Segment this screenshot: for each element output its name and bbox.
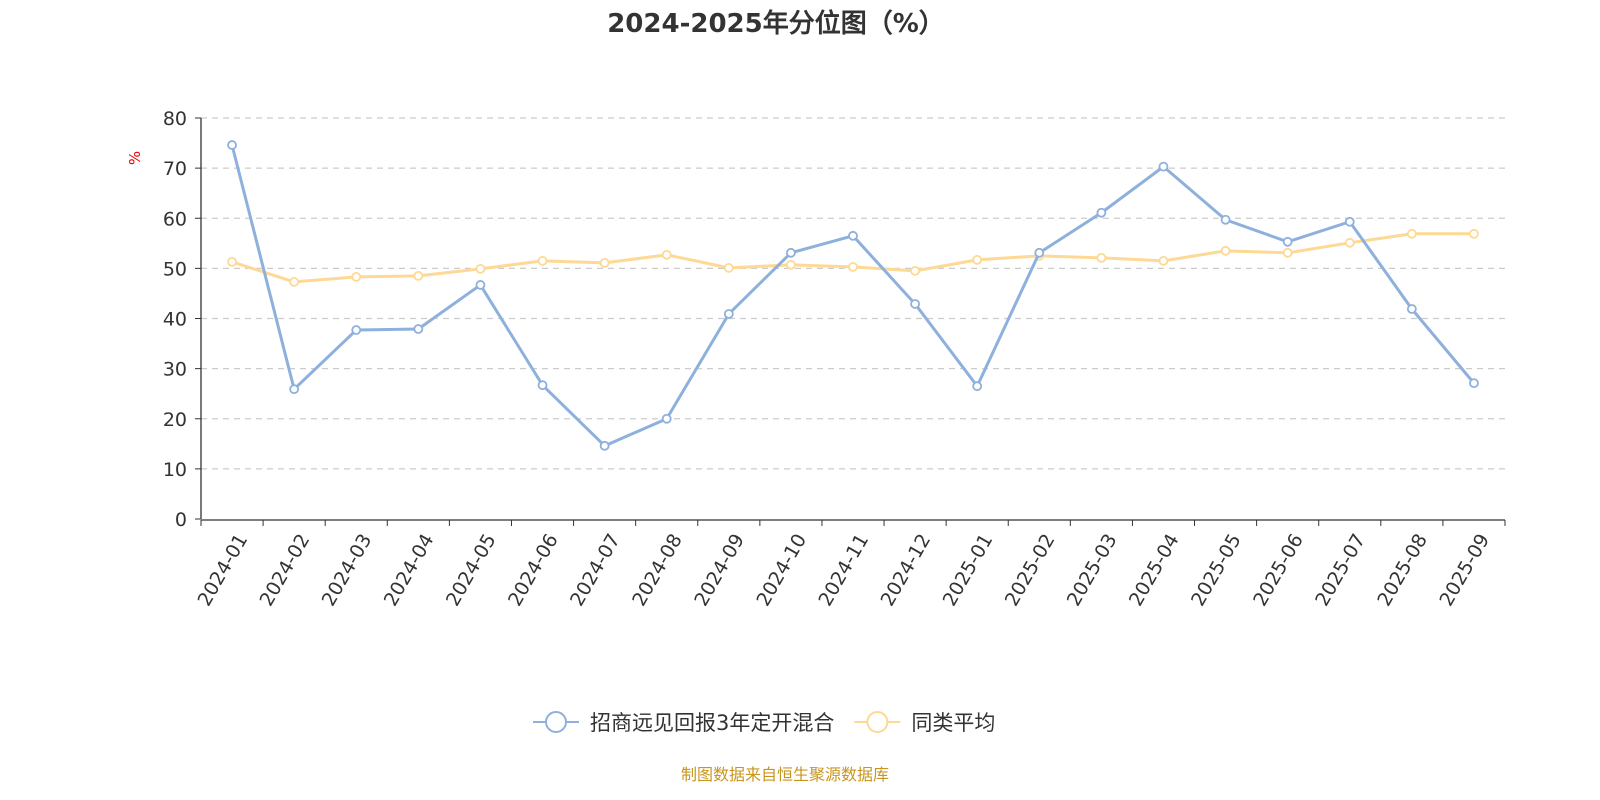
data-point: [351, 325, 362, 335]
data-point: [723, 309, 734, 319]
data-source-note: 制图数据来自恒生聚源数据库: [681, 765, 889, 784]
x-tick-label: 2024-06: [504, 530, 563, 610]
x-tick-label: 2024-01: [194, 530, 253, 610]
data-point: [786, 259, 796, 270]
data-point: [1344, 237, 1355, 248]
data-point: [475, 263, 486, 274]
x-tick-label: 2024-05: [442, 530, 501, 610]
data-point: [1282, 236, 1293, 247]
series-line: [230, 144, 1476, 448]
x-tick-label: 2024-03: [318, 530, 377, 610]
x-tick-label: 2025-05: [1187, 530, 1246, 610]
data-point: [972, 381, 983, 392]
data-point: [1344, 216, 1355, 227]
data-point: [848, 230, 858, 241]
data-point: [786, 247, 796, 258]
y-tick-label: 10: [163, 459, 187, 481]
data-point: [1282, 247, 1293, 258]
legend-label: 招商远见回报3年定开混合: [590, 711, 834, 735]
y-tick-label: 50: [163, 258, 187, 280]
data-point: [413, 324, 424, 334]
x-tick-label: 2025-09: [1435, 530, 1494, 610]
x-tick-label: 2024-09: [690, 530, 749, 610]
x-tick-label: 2025-03: [1063, 530, 1122, 610]
data-point: [1469, 378, 1479, 389]
x-tick-label: 2024-11: [814, 530, 873, 610]
x-tick-label: 2024-07: [566, 530, 625, 610]
data-point: [1158, 161, 1169, 172]
data-point: [413, 270, 424, 281]
x-tick-label: 2024-08: [628, 530, 687, 610]
x-tick-label: 2024-02: [256, 530, 315, 610]
y-tick-label: 0: [175, 509, 187, 531]
data-point: [537, 380, 548, 391]
data-point: [910, 265, 920, 276]
chart-title: 2024-2025年分位图（%）: [607, 8, 945, 39]
data-point: [1034, 247, 1045, 258]
x-tick-label: 2025-04: [1125, 530, 1184, 610]
data-point: [661, 249, 672, 260]
data-point: [1469, 228, 1479, 239]
data-point: [475, 280, 486, 290]
data-point: [972, 254, 983, 265]
data-point: [661, 413, 672, 424]
x-tick-label: 2024-12: [877, 530, 936, 610]
data-point: [1406, 304, 1417, 314]
data-point: [1220, 245, 1231, 256]
y-axis-unit-label: %: [126, 151, 144, 165]
y-tick-label: 40: [163, 309, 187, 331]
data-point: [1096, 252, 1107, 263]
data-point: [289, 277, 300, 287]
data-point: [848, 261, 858, 272]
y-tick-label: 60: [163, 208, 187, 230]
data-point: [1220, 214, 1231, 225]
legend-label: 同类平均: [911, 711, 995, 735]
data-point: [1406, 228, 1417, 239]
data-point: [537, 255, 548, 266]
data-point: [723, 262, 734, 273]
y-tick-label: 20: [163, 409, 187, 431]
data-point: [1096, 207, 1107, 218]
data-point: [1158, 255, 1169, 266]
data-point: [227, 140, 237, 150]
x-tick-label: 2024-10: [752, 530, 811, 610]
data-point: [227, 256, 237, 267]
x-tick-label: 2025-02: [1001, 530, 1060, 610]
data-point: [599, 257, 610, 268]
x-tick-label: 2025-06: [1249, 530, 1308, 610]
x-tick-label: 2025-01: [939, 530, 998, 610]
legend-circle-icon: [545, 711, 567, 733]
y-tick-label: 30: [163, 359, 187, 381]
x-tick-label: 2025-08: [1373, 530, 1432, 610]
x-tick-label: 2024-04: [380, 530, 439, 610]
data-point: [351, 271, 362, 282]
x-tick-label: 2025-07: [1311, 530, 1370, 610]
data-point: [599, 440, 610, 451]
data-point: [289, 384, 300, 395]
legend-circle-icon: [866, 711, 889, 733]
data-point: [910, 299, 920, 309]
y-tick-label: 80: [163, 108, 187, 130]
y-tick-label: 70: [163, 158, 187, 180]
